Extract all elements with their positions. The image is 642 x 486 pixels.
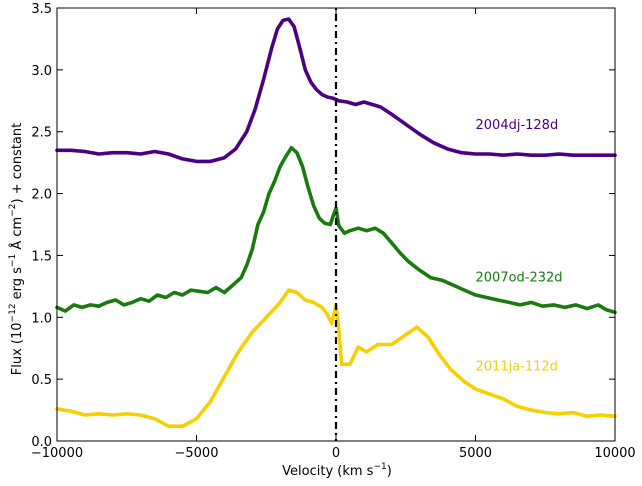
- y-tick-label: 2.5: [31, 126, 52, 141]
- y-axis-label-mid1: erg s: [10, 267, 25, 304]
- x-axis-label: Velocity (km s−1): [282, 462, 392, 479]
- x-axis-label-main: Velocity (km s: [282, 464, 374, 479]
- series-label-2007od-232d: 2007od-232d: [476, 270, 563, 285]
- y-axis-label: Flux (10−12 erg s−1 Å cm−2) + constant: [8, 123, 25, 375]
- x-axis-label-sup: −1: [373, 462, 386, 472]
- y-axis-label-sup2: −1: [8, 254, 18, 267]
- x-axis-ticks: −10000 −5000 0 5000 10000: [31, 8, 636, 461]
- series-line-2007od-232d: [55, 146, 617, 315]
- y-axis-ticks: 0.0 0.5 1.0 1.5 2.0 2.5 3.0 3.5: [31, 2, 615, 450]
- y-axis-label-sup1: −12: [8, 303, 18, 322]
- y-axis-label-end: ) + constant: [10, 123, 25, 204]
- y-axis-label-sup3: −2: [8, 204, 18, 217]
- y-tick-label: 0.5: [31, 373, 52, 388]
- series-label-2004dj-128d: 2004dj-128d: [476, 118, 559, 133]
- y-tick-label: 0.0: [31, 435, 52, 450]
- y-tick-label: 1.0: [31, 311, 52, 326]
- x-tick-label: −5000: [175, 446, 219, 461]
- y-tick-label: 3.5: [31, 2, 52, 17]
- x-tick-label: 0: [332, 446, 340, 461]
- y-tick-label: 1.5: [31, 249, 52, 264]
- y-tick-label: 3.0: [31, 64, 52, 79]
- y-axis-label-main: Flux (10: [10, 322, 25, 375]
- x-tick-label: 10000: [594, 446, 635, 461]
- x-tick-label: 5000: [459, 446, 492, 461]
- y-tick-label: 2.0: [31, 188, 52, 203]
- y-axis-label-mid2: Å cm: [9, 217, 25, 254]
- series-labels: 2004dj-128d 2007od-232d 2011ja-112d: [476, 118, 563, 374]
- x-tick-label: −10000: [31, 446, 83, 461]
- x-axis-label-end: ): [387, 464, 392, 479]
- series-label-2011ja-112d: 2011ja-112d: [476, 359, 558, 374]
- series-line-2004dj-128d: [55, 17, 617, 164]
